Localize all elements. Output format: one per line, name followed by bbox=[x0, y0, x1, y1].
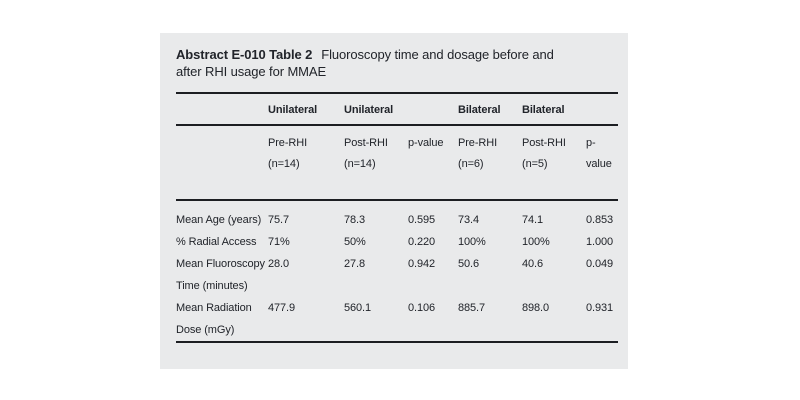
abstract-table-panel: Abstract E-010 Table 2 Fluoroscopy time a… bbox=[160, 33, 628, 369]
row-label: % Radial Access bbox=[176, 236, 257, 248]
table-caption-label: Abstract E-010 Table 2 bbox=[176, 47, 313, 62]
table-row-mean-age: Mean Age (years) 75.7 78.3 0.595 73.4 74… bbox=[176, 200, 618, 231]
data-cell-p-value: 0.220 bbox=[408, 236, 436, 248]
column-header-pre-rhi-bi: Pre-RHI (n=6) bbox=[458, 137, 498, 170]
data-cell-p-value: 0.942 bbox=[408, 258, 436, 270]
table-row-radial-access: % Radial Access 71% 50% 0.220 100% 100% … bbox=[176, 231, 618, 253]
group-header-cell bbox=[586, 93, 618, 125]
column-header-p-value-bi: p-value bbox=[586, 137, 612, 170]
data-cell: 885.7 bbox=[458, 302, 486, 314]
data-cell: 73.4 bbox=[458, 214, 480, 226]
column-header-cell bbox=[176, 125, 268, 200]
data-cell-p-value: 0.106 bbox=[408, 302, 436, 314]
data-cell: 71% bbox=[268, 236, 290, 248]
group-header-unilateral-2: Unilateral bbox=[344, 104, 394, 116]
group-header-cell bbox=[408, 93, 458, 125]
group-header-bilateral-1: Bilateral bbox=[458, 104, 501, 116]
row-label: Mean Age (years) bbox=[176, 214, 262, 226]
table-row-radiation-dose: Mean Radiation Dose (mGy) 477.9 560.1 0.… bbox=[176, 297, 618, 342]
group-header-cell bbox=[176, 93, 268, 125]
data-cell-p-value: 1.000 bbox=[586, 236, 614, 248]
data-cell: 40.6 bbox=[522, 258, 544, 270]
group-header-bilateral-2: Bilateral bbox=[522, 104, 565, 116]
data-cell-p-value: 0.931 bbox=[586, 302, 614, 314]
data-cell: 100% bbox=[458, 236, 486, 248]
row-label: Mean Fluoroscopy Time (minutes) bbox=[176, 258, 265, 292]
data-cell: 50.6 bbox=[458, 258, 480, 270]
data-cell-p-value: 0.049 bbox=[586, 258, 614, 270]
data-cell: 28.0 bbox=[268, 258, 290, 270]
data-table: Unilateral Unilateral Bilateral Bilatera… bbox=[176, 92, 618, 343]
data-cell: 78.3 bbox=[344, 214, 366, 226]
data-cell: 100% bbox=[522, 236, 550, 248]
data-cell: 560.1 bbox=[344, 302, 372, 314]
column-header-row: Pre-RHI (n=14) Post-RHI (n=14) p-value P… bbox=[176, 125, 618, 200]
data-cell: 74.1 bbox=[522, 214, 544, 226]
data-cell-p-value: 0.853 bbox=[586, 214, 614, 226]
column-header-p-value-uni: p-value bbox=[408, 137, 444, 149]
data-cell: 27.8 bbox=[344, 258, 366, 270]
table-row-fluoroscopy-time: Mean Fluoroscopy Time (minutes) 28.0 27.… bbox=[176, 253, 618, 297]
table-caption-text: Fluoroscopy time and dosage before and a… bbox=[176, 47, 554, 79]
data-cell: 75.7 bbox=[268, 214, 290, 226]
data-cell: 50% bbox=[344, 236, 366, 248]
table-caption: Abstract E-010 Table 2 Fluoroscopy time a… bbox=[176, 46, 580, 80]
data-cell: 477.9 bbox=[268, 302, 296, 314]
column-header-pre-rhi-uni: Pre-RHI (n=14) bbox=[268, 137, 308, 170]
row-label: Mean Radiation Dose (mGy) bbox=[176, 302, 252, 336]
data-cell-p-value: 0.595 bbox=[408, 214, 436, 226]
column-header-post-rhi-bi: Post-RHI (n=5) bbox=[522, 137, 566, 170]
group-header-row: Unilateral Unilateral Bilateral Bilatera… bbox=[176, 93, 618, 125]
data-cell: 898.0 bbox=[522, 302, 550, 314]
group-header-unilateral-1: Unilateral bbox=[268, 104, 318, 116]
column-header-post-rhi-uni: Post-RHI (n=14) bbox=[344, 137, 388, 170]
